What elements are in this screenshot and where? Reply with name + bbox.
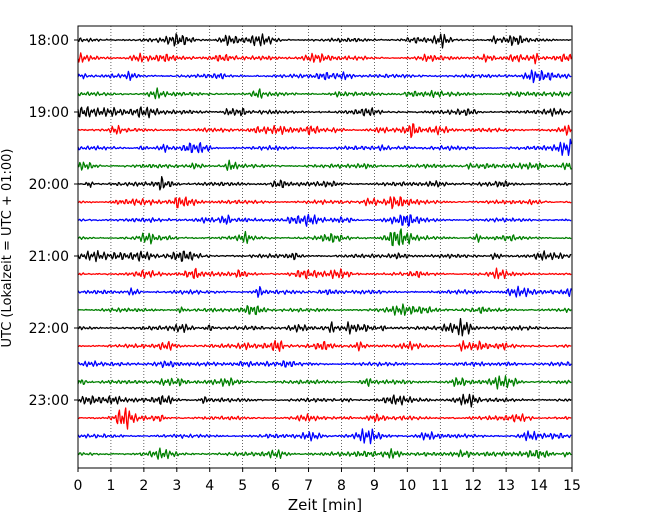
trace-2115 [77, 267, 572, 280]
x-axis-label: Zeit [min] [288, 496, 362, 514]
y-tick-label: 18:00 [29, 33, 69, 49]
trace-1915 [77, 123, 572, 139]
trace-1930 [77, 138, 572, 157]
x-tick-label: 9 [370, 478, 379, 494]
trace-2000 [77, 176, 572, 191]
y-axis-ticks: 18:00 19:00 20:00 21:00 22:00 23:00 [29, 33, 78, 409]
x-tick-label: 2 [139, 478, 148, 494]
trace-2245 [77, 375, 572, 390]
trace-1945 [77, 159, 572, 171]
x-tick-label: 4 [205, 478, 214, 494]
trace-1830 [77, 69, 572, 84]
seismic-traces [77, 33, 572, 460]
trace-1800 [77, 33, 572, 49]
x-tick-label: 14 [530, 478, 548, 494]
y-axis-label: UTC (Lokalzeit = UTC + 01:00) [0, 149, 15, 348]
x-axis-ticks: 0 1 2 3 4 5 6 7 8 9 10 11 12 13 14 15 [74, 468, 581, 494]
x-tick-label: 8 [337, 478, 346, 494]
x-tick-label: 5 [238, 478, 247, 494]
y-tick-label: 23:00 [29, 393, 69, 409]
trace-1900 [77, 106, 572, 119]
trace-2215 [77, 339, 572, 352]
y-tick-label: 20:00 [29, 177, 69, 193]
plot-frame [77, 25, 573, 469]
trace-2015 [77, 196, 572, 210]
x-tick-label: 1 [106, 478, 115, 494]
x-tick-label: 0 [74, 478, 83, 494]
x-tick-label: 6 [271, 478, 280, 494]
trace-2045 [77, 228, 572, 247]
trace-2315 [77, 407, 572, 430]
trace-2100 [77, 250, 572, 263]
x-tick-label: 11 [431, 478, 449, 494]
trace-2030 [77, 213, 572, 227]
y-tick-label: 21:00 [29, 249, 69, 265]
trace-2345 [77, 447, 572, 460]
trace-2130 [77, 285, 572, 298]
trace-2200 [77, 317, 572, 337]
x-tick-label: 7 [304, 478, 313, 494]
trace-2330 [77, 428, 572, 445]
trace-2300 [77, 393, 572, 408]
x-tick-label: 12 [464, 478, 482, 494]
y-tick-label: 19:00 [29, 105, 69, 121]
y-tick-label: 22:00 [29, 321, 69, 337]
x-tick-label: 3 [172, 478, 181, 494]
trace-1815 [77, 52, 572, 65]
x-tick-label: 15 [563, 478, 581, 494]
trace-1845 [77, 87, 572, 100]
trace-2145 [77, 303, 572, 316]
x-tick-label: 10 [398, 478, 416, 494]
trace-2230 [77, 360, 572, 369]
x-tick-label: 13 [497, 478, 515, 494]
